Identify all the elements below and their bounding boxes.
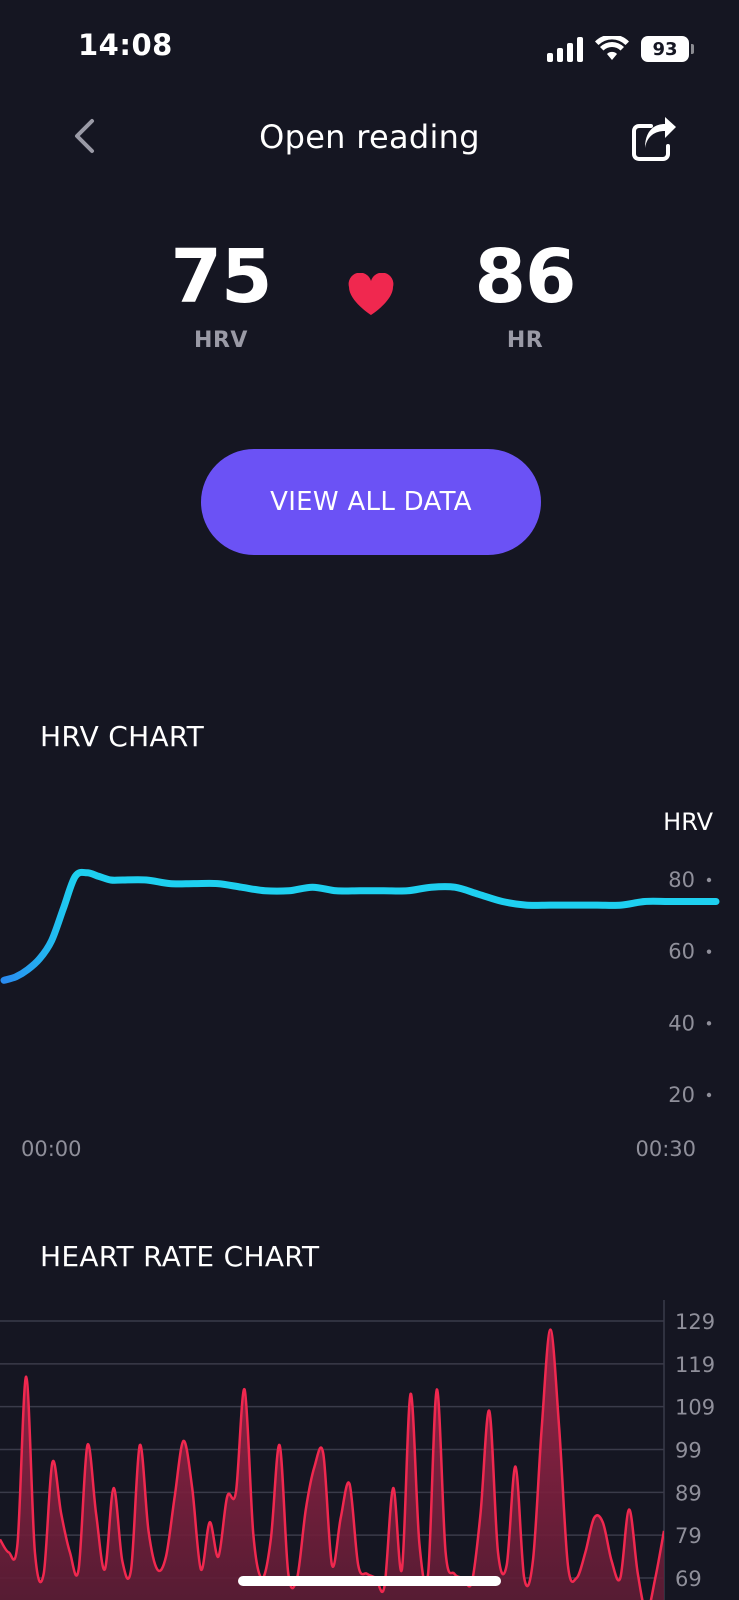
hrv-y-tick-mark (706, 949, 712, 954)
status-icons: 93 (547, 32, 694, 66)
hr-y-tick-label: 129 (675, 1310, 715, 1334)
page-title: Open reading (259, 118, 480, 156)
hrv-y-tick-label: 60 (668, 940, 695, 964)
hrv-y-tick-label: 40 (668, 1011, 695, 1035)
heart-rate-chart: 69 79 89 99 109 119 129 (0, 1300, 715, 1600)
share-icon[interactable] (627, 114, 681, 164)
chevron-left-icon[interactable] (62, 114, 106, 158)
hrv-metric: 75 HRV (131, 240, 311, 353)
hr-label: HR (506, 328, 544, 353)
heart-icon (348, 273, 394, 315)
hr-y-tick-label: 69 (675, 1567, 702, 1591)
view-all-data-button[interactable]: VIEW ALL DATA (201, 449, 541, 555)
battery-icon: 93 (641, 36, 694, 62)
hrv-x-tick-label: 00:30 (635, 1137, 696, 1161)
hr-y-tick-label: 79 (675, 1524, 702, 1548)
hrv-chart: HRV 20 40 60 80 00:00 00:30 (0, 808, 720, 1161)
hr-y-tick-label: 89 (675, 1481, 702, 1505)
hrv-y-tick-label: 20 (668, 1083, 695, 1107)
hrv-y-tick-mark (706, 877, 712, 883)
hrv-axis-label: HRV (663, 808, 713, 836)
hr-metric: 86 HR (435, 240, 615, 353)
hrv-y-tick-mark (706, 1021, 712, 1026)
hr-y-tick-label: 99 (675, 1439, 702, 1463)
hrv-y-tick-mark (706, 1092, 712, 1098)
battery-level: 93 (652, 38, 678, 60)
hr-y-tick-label: 119 (675, 1353, 715, 1377)
wifi-icon (595, 36, 629, 60)
hrv-value: 75 (170, 234, 273, 320)
home-indicator[interactable] (238, 1576, 501, 1586)
hr-y-tick-label: 109 (675, 1396, 715, 1420)
heart-rate-chart-title: HEART RATE CHART (40, 1240, 320, 1273)
hr-series-area (0, 1329, 664, 1600)
hrv-label: HRV (194, 328, 248, 353)
hr-value: 86 (474, 234, 577, 320)
status-time: 14:08 (78, 28, 173, 62)
cellular-signal-icon (547, 36, 583, 62)
hrv-x-tick-label: 00:00 (21, 1137, 82, 1161)
hr-series-line (0, 1328, 664, 1600)
hrv-series-line (0, 868, 720, 984)
hrv-chart-title: HRV CHART (40, 720, 205, 753)
hrv-y-tick-label: 80 (668, 868, 695, 892)
